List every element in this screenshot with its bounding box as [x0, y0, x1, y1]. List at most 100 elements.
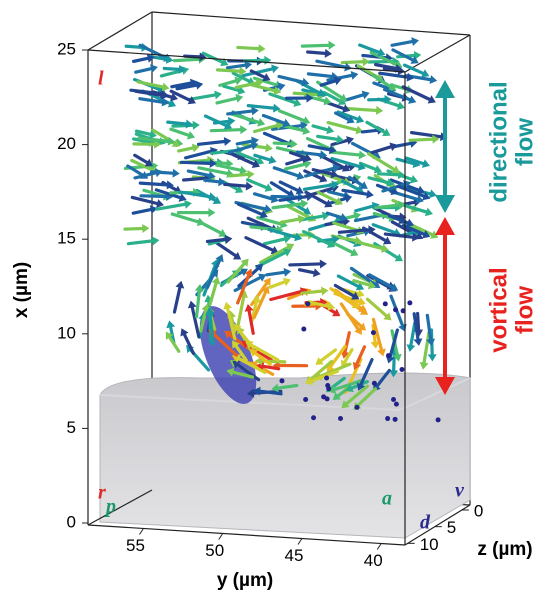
flow-arrow — [212, 332, 238, 357]
arrow-head — [332, 308, 341, 317]
flow-arrow — [402, 203, 428, 214]
flow-arrow — [234, 81, 259, 90]
flow-arrow — [222, 84, 241, 93]
flow-arrow — [179, 160, 212, 165]
arrow-head — [358, 150, 367, 160]
flow-arrow — [123, 226, 144, 231]
flow-arrow — [196, 139, 226, 146]
flow-arrow — [259, 245, 290, 264]
vortical-arrow — [435, 217, 455, 395]
flow-arrow — [336, 110, 360, 121]
arrow-head — [234, 76, 243, 86]
flow-dot — [435, 417, 441, 423]
arrow-head — [215, 254, 224, 263]
flow-dot — [393, 307, 399, 313]
flow-arrow — [236, 45, 261, 51]
arrow-head — [362, 57, 370, 67]
flow-arrow — [356, 387, 378, 407]
flow-arrow — [305, 136, 333, 151]
flow-arrow — [327, 190, 346, 198]
flow-arrow — [383, 232, 415, 239]
arrow-head — [265, 143, 273, 153]
flow-arrow — [339, 302, 360, 331]
arrow-head — [432, 134, 440, 144]
arrow-head — [249, 349, 259, 358]
arrow-head — [426, 338, 436, 347]
arrow-head — [253, 386, 261, 396]
flow-arrow — [178, 190, 212, 199]
arrow-head — [208, 208, 216, 218]
flow-arrow — [345, 384, 369, 406]
arrow-head — [154, 139, 162, 149]
arrow-head — [251, 159, 260, 168]
flow-dot — [392, 416, 398, 422]
arrow-head — [324, 48, 333, 58]
arrow-head — [232, 340, 240, 349]
arrow-head — [187, 300, 197, 309]
flow-arrow — [187, 93, 217, 102]
arrow-head — [256, 361, 265, 371]
flow-arrow — [279, 217, 301, 225]
flow-arrow — [235, 151, 260, 163]
arrow-head — [207, 171, 216, 180]
flow-arrow — [311, 124, 330, 132]
flow-arrow — [300, 214, 325, 222]
arrow-head — [156, 199, 164, 208]
arrow-head — [356, 289, 365, 298]
arrow-head — [324, 199, 333, 208]
arrow-head — [160, 90, 169, 100]
z-tick-label: 10 — [420, 535, 439, 554]
arrow-head — [252, 295, 261, 303]
flow-arrow — [329, 287, 356, 306]
arrow-head — [421, 159, 430, 168]
flow-arrow — [268, 280, 286, 289]
arrow-head — [170, 92, 179, 102]
y-tick — [139, 528, 144, 535]
flow-arrow — [365, 120, 386, 134]
flow-arrow — [371, 223, 397, 235]
arrow-head — [273, 86, 282, 95]
flow-arrow — [138, 181, 169, 187]
flow-arrow — [218, 79, 238, 87]
arrow-head — [370, 341, 380, 349]
flow-arrow — [215, 163, 242, 172]
flow-arrow — [262, 237, 287, 246]
flow-dot — [324, 375, 330, 381]
flow-dot — [382, 301, 388, 307]
arrow-head — [306, 93, 314, 103]
arrow-head — [149, 129, 157, 139]
flow-arrow — [341, 188, 369, 196]
arrow-head — [259, 210, 268, 219]
arrow-head — [224, 330, 233, 339]
flow-arrow — [272, 141, 293, 146]
flow-arrow — [306, 72, 334, 79]
flow-arrow — [333, 379, 363, 392]
flow-arrow — [307, 144, 332, 152]
arrow-head — [250, 141, 259, 151]
flow-arrow — [288, 262, 322, 267]
flow-arrow — [300, 43, 331, 48]
arrow-head — [264, 204, 272, 214]
y-tick-label: 50 — [205, 541, 224, 560]
arrow-head — [154, 168, 163, 178]
arrow-head — [421, 69, 430, 78]
flow-arrow — [306, 50, 327, 55]
arrow-head — [161, 97, 170, 107]
arrow-head — [227, 116, 236, 126]
arrow-head — [415, 194, 424, 204]
arrow-head — [350, 248, 359, 257]
arrow-head — [146, 53, 155, 63]
flow-arrow — [330, 234, 357, 243]
flow-arrow — [261, 113, 286, 125]
flow-arrow — [358, 161, 377, 171]
flow-arrow — [269, 181, 291, 195]
y-tick — [376, 543, 382, 550]
flow-arrow — [409, 131, 443, 139]
arrow-head — [272, 103, 281, 113]
arrow-head — [380, 244, 389, 253]
arrow-head — [411, 37, 419, 47]
flow-arrow — [246, 103, 276, 110]
flow-arrow — [138, 97, 164, 104]
flow-arrow — [252, 124, 279, 134]
